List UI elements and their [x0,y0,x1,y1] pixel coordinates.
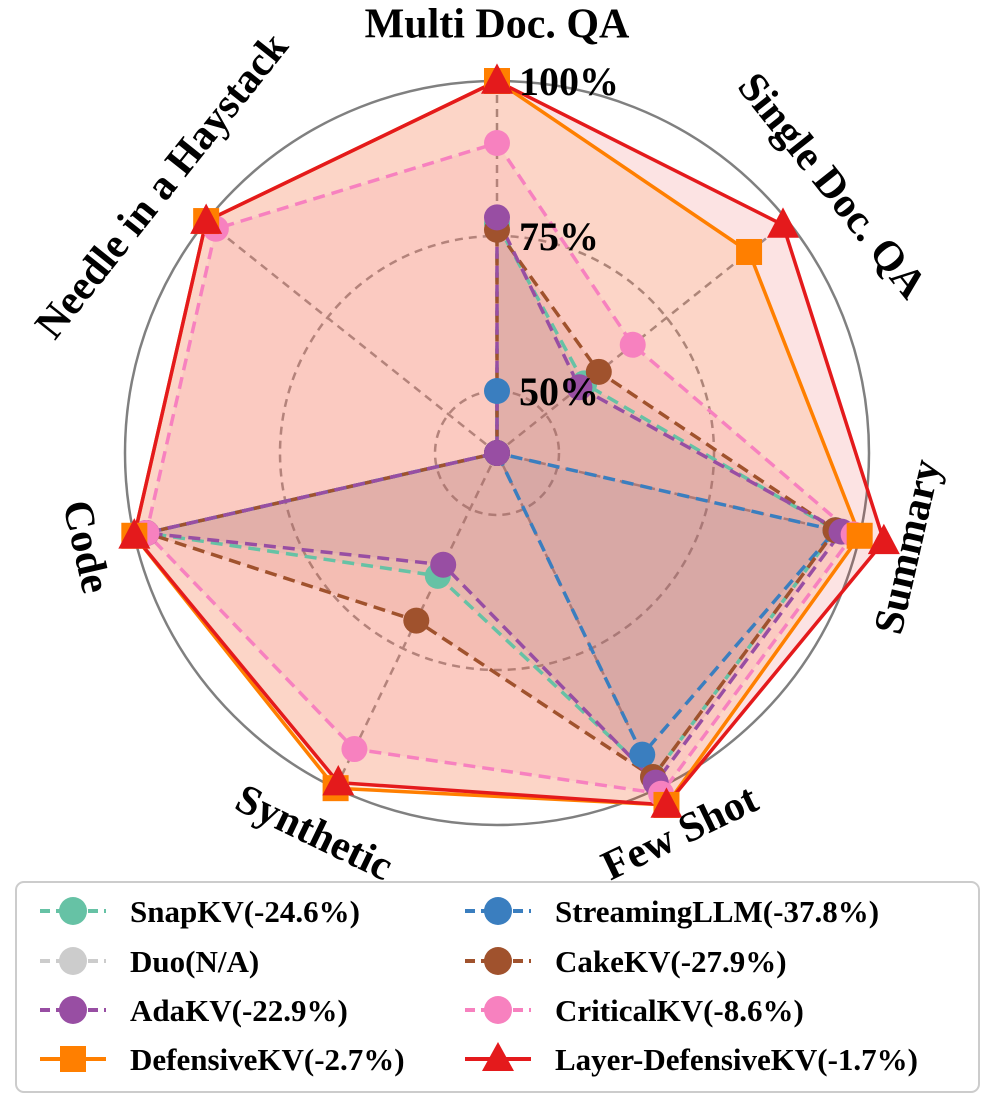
tick-label-2: 100% [519,59,619,104]
legend-marker-cakekv-27-9 [484,947,512,975]
legend-label-adakv-22-9: AdaKV(-22.9%) [130,993,348,1028]
legend-label-cakekv-27-9: CakeKV(-27.9%) [555,944,787,979]
legend: SnapKV(-24.6%) StreamingLLM(-37.8%) Duo(N/… [15,881,980,1093]
marker-layer-defensivekv-1-7-synthetic [322,764,355,796]
marker-layer-defensivekv-1-7-few-shot [650,787,683,818]
marker-adakv-22-9-single-doc-qa [566,374,593,401]
series-markers [118,63,900,818]
legend-label-criticalkv-8-6: CriticalKV(-8.6%) [555,993,804,1028]
fill-adakv-22-9 [146,217,842,783]
line-adakv-22-9 [144,215,844,785]
marker-defensivekv-2-7-single-doc-qa [736,238,763,265]
marker-layer-defensivekv-1-7-code [118,518,151,549]
marker-layer-defensivekv-1-7-multi-doc-qa [481,63,513,94]
fill-snapkv-24-6 [146,223,836,778]
spoke-needle-in-a-haystack [205,220,498,454]
marker-criticalkv-8-6-synthetic [341,736,368,763]
legend-marker-streamingllm-37-8 [484,897,512,925]
legend-marker-criticalkv-8-6 [484,996,512,1024]
legend-label-defensivekv-2-7: DefensiveKV(-2.7%) [130,1042,405,1077]
marker-adakv-22-9-multi-doc-qa [484,204,510,231]
marker-layer-defensivekv-1-7-summary [867,523,900,555]
axis-label-multi-doc-qa: Multi Doc. QA [365,2,630,48]
marker-cakekv-27-9-single-doc-qa [585,358,612,385]
legend-marker-adakv-22-9 [59,996,87,1024]
tick-label-1: 75% [519,214,599,259]
marker-streamingllm-37-8-multi-doc-qa [484,378,510,404]
legend-label-snapkv-24-6: SnapKV(-24.6%) [130,894,360,929]
marker-layer-defensivekv-1-7-needle-in-a-haystack [190,203,223,234]
fill-criticalkv-8-6 [146,143,854,794]
legend-frame [15,881,980,1093]
marker-layer-defensivekv-1-7-single-doc-qa [766,207,799,238]
axis-label-code: Code [53,496,119,597]
line-snapkv-24-6 [144,221,838,779]
legend-marker-defensivekv-2-7 [60,1046,86,1072]
tick-label-0: 50% [519,369,599,414]
legend-marker-layer-defensivekv-1-7 [482,1042,514,1071]
series-fills [134,81,884,805]
marker-cakekv-27-9-synthetic [403,607,430,634]
fill-cakekv-27-9 [146,229,836,778]
marker-defensivekv-2-7-summary [846,522,873,549]
radial-tick-labels: 50% 75% 100% [519,59,619,414]
legend-marker-duo-n-a [59,947,87,975]
legend-label-streamingllm-37-8: StreamingLLM(-37.8%) [555,894,879,929]
marker-adakv-22-9-needle-in-a-haystack [484,440,510,466]
legend-marker-snapkv-24-6 [59,897,87,925]
marker-adakv-22-9-synthetic [430,551,457,578]
legend-label-duo-n-a: Duo(N/A) [130,944,259,979]
series-lines [132,79,886,807]
marker-criticalkv-8-6-single-doc-qa [619,331,646,358]
grid-circle-0 [433,389,561,517]
fill-streamingllm-37-8 [146,391,836,755]
fill-layer-defensivekv-1-7 [134,81,884,805]
marker-criticalkv-8-6-multi-doc-qa [484,130,510,156]
line-layer-defensivekv-1-7 [132,79,886,807]
axis-label-synthetic: Synthetic [228,776,399,890]
marker-streamingllm-37-8-few-shot [629,741,656,768]
line-criticalkv-8-6 [144,141,856,796]
legend-label-layer-defensivekv-1-7: Layer-DefensiveKV(-1.7%) [555,1042,918,1077]
